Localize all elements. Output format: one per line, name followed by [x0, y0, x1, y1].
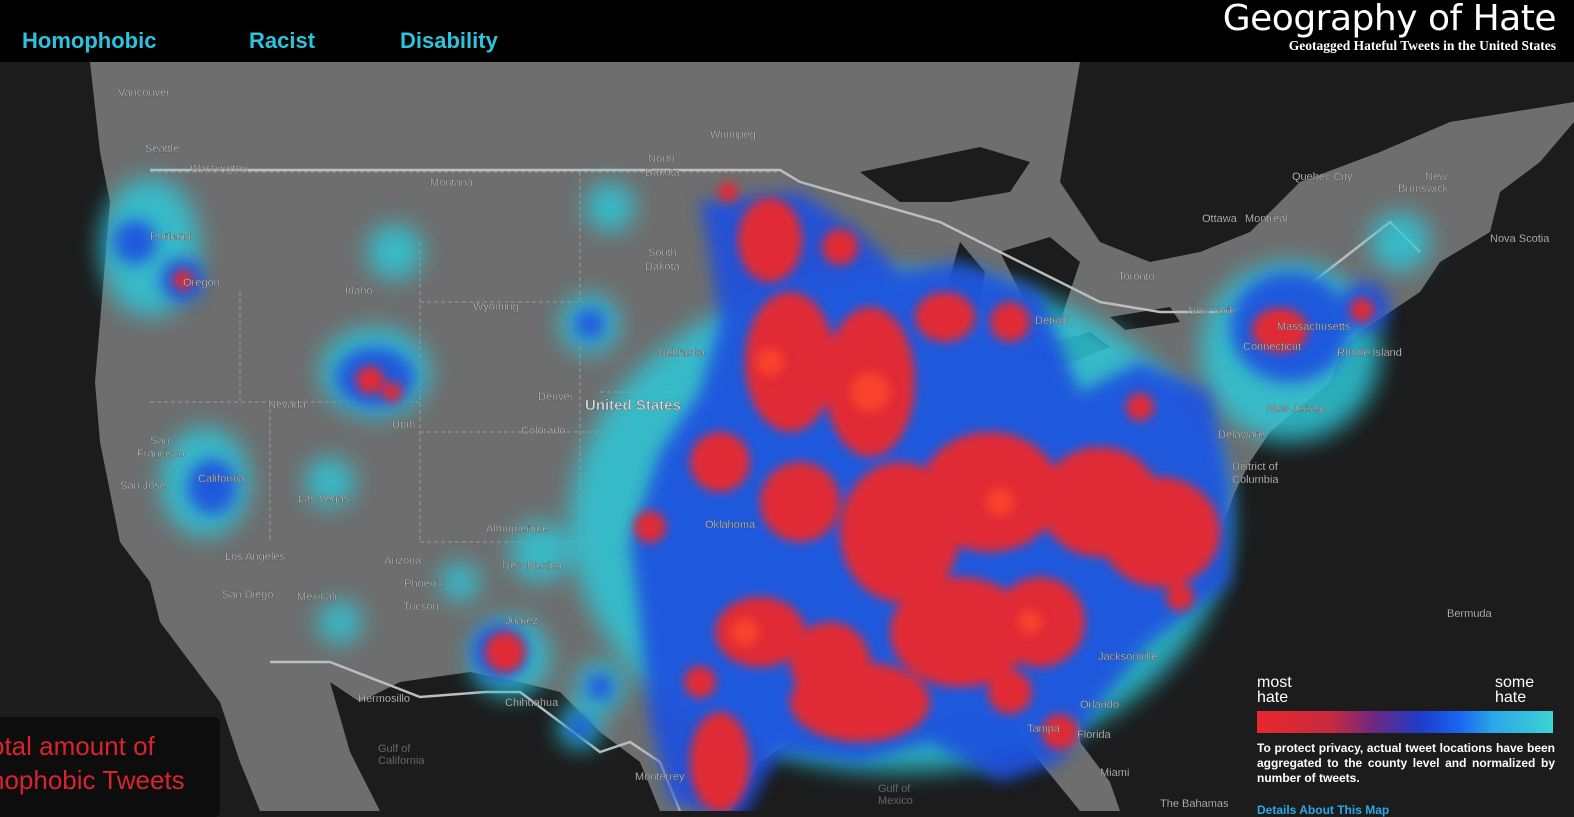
- legend-color-gradient: [1257, 711, 1553, 733]
- us-mexico-border: [270, 660, 682, 811]
- tab-homophobic[interactable]: Homophobic: [22, 28, 157, 53]
- map-label: Las Vegas: [298, 493, 350, 505]
- map-label: Montana: [430, 177, 474, 189]
- map-label: Nebraska: [658, 347, 706, 359]
- map-label: Monterrey: [635, 771, 685, 783]
- map-label: Dakota: [645, 167, 681, 179]
- map-label: Connecticut: [1243, 341, 1301, 353]
- map-label: Idaho: [345, 285, 373, 297]
- map-label: Orlando: [1080, 699, 1119, 711]
- map-label: Quebec City: [1292, 171, 1353, 183]
- map-label: Delaware: [1218, 429, 1264, 441]
- map-label: Utah: [392, 419, 415, 431]
- map-label: Nevada: [268, 399, 307, 411]
- map-label: Portland: [150, 231, 191, 243]
- map-label: Denver: [538, 391, 574, 403]
- details-link[interactable]: Details About This Map: [1257, 803, 1390, 817]
- map-label: Detroit: [1035, 315, 1067, 327]
- map-label: San Jose: [120, 480, 166, 492]
- map-label: San Diego: [222, 589, 273, 601]
- page-title: Geography of Hate: [1222, 0, 1557, 39]
- total-tweets-box: otal amount of nophobic Tweets: [0, 717, 220, 817]
- total-tweets-label-line1: otal amount of: [0, 731, 155, 761]
- map-label: Los Angeles: [225, 551, 285, 563]
- map-label: Bermuda: [1447, 608, 1493, 620]
- map-label: North: [648, 153, 675, 165]
- map-label: Tucson: [403, 601, 439, 613]
- top-navigation-bar: Homophobic Racist Disability Geography o…: [0, 0, 1574, 62]
- map-label: Arizona: [384, 555, 422, 567]
- map-label: New Jersey: [1267, 403, 1325, 415]
- map-label: Vancouver: [118, 87, 170, 99]
- map-label: Washington: [190, 163, 248, 175]
- page-subtitle: Geotagged Hateful Tweets in the United S…: [1288, 38, 1556, 53]
- map-label: Ottawa: [1202, 213, 1238, 225]
- map-label: Tampa: [1027, 723, 1061, 735]
- map-label: New York: [1188, 305, 1235, 317]
- legend-some-label-2: hate: [1495, 689, 1527, 706]
- map-label: South: [648, 247, 677, 259]
- map-label: Phoenix: [404, 578, 444, 590]
- heat-layer-core: [731, 348, 1042, 646]
- map-label: District of: [1232, 461, 1279, 473]
- map-label: Gulf of: [878, 783, 911, 795]
- privacy-note: To protect privacy, actual tweet locatio…: [1257, 741, 1555, 785]
- total-tweets-label-line2: nophobic Tweets: [0, 765, 185, 795]
- tab-disability[interactable]: Disability: [400, 28, 498, 53]
- map-label: Massachusetts: [1277, 321, 1351, 333]
- tab-racist[interactable]: Racist: [249, 28, 316, 53]
- map-label: Juarez: [505, 615, 538, 627]
- map-label: Mexico: [878, 795, 913, 807]
- map-label: The Bahamas: [1160, 798, 1229, 810]
- legend-most-label-2: hate: [1257, 689, 1289, 706]
- map-label: Francisco: [137, 448, 185, 460]
- map-label: Toronto: [1118, 271, 1155, 283]
- hate-heatmap-map[interactable]: Winnipeg Vancouver Seattle Washington Po…: [0, 62, 1574, 811]
- gulf-of-california: [330, 682, 420, 811]
- map-labels: Winnipeg Vancouver Seattle Washington Po…: [118, 87, 1550, 810]
- map-label: Albuquerque: [486, 523, 548, 535]
- map-label: Florida: [1077, 729, 1112, 741]
- map-label: Dakota: [645, 261, 681, 273]
- map-label: New: [1425, 171, 1447, 183]
- map-label: San: [150, 435, 170, 447]
- map-label: Seattle: [145, 143, 179, 155]
- map-label: Brunswick: [1398, 183, 1449, 195]
- map-label: Hermosillo: [358, 693, 410, 705]
- map-label: California: [198, 473, 245, 485]
- map-label: Jacksonville: [1098, 651, 1157, 663]
- map-label: United States: [585, 397, 681, 414]
- legend-most-label-1: most: [1257, 674, 1292, 691]
- map-label: Winnipeg: [710, 129, 756, 141]
- map-label: Chihuahua: [505, 697, 559, 709]
- map-label: Oklahoma: [705, 519, 756, 531]
- map-label: Montreal: [1245, 213, 1288, 225]
- heat-layer-most: [173, 182, 1374, 811]
- map-label: Mexicali: [297, 591, 337, 603]
- map-label: Oregon: [183, 277, 220, 289]
- map-label: New Mexico: [502, 560, 562, 572]
- map-label: Gulf of: [378, 743, 411, 755]
- map-label: California: [378, 755, 425, 767]
- map-label: Columbia: [1232, 474, 1279, 486]
- map-label: Miami: [1100, 767, 1129, 779]
- map-label: Wyoming: [473, 301, 519, 313]
- map-label: Nova Scotia: [1490, 233, 1550, 245]
- map-label: Rhode Island: [1337, 347, 1402, 359]
- map-label: Colorado: [521, 425, 566, 437]
- legend-some-label-1: some: [1495, 674, 1535, 691]
